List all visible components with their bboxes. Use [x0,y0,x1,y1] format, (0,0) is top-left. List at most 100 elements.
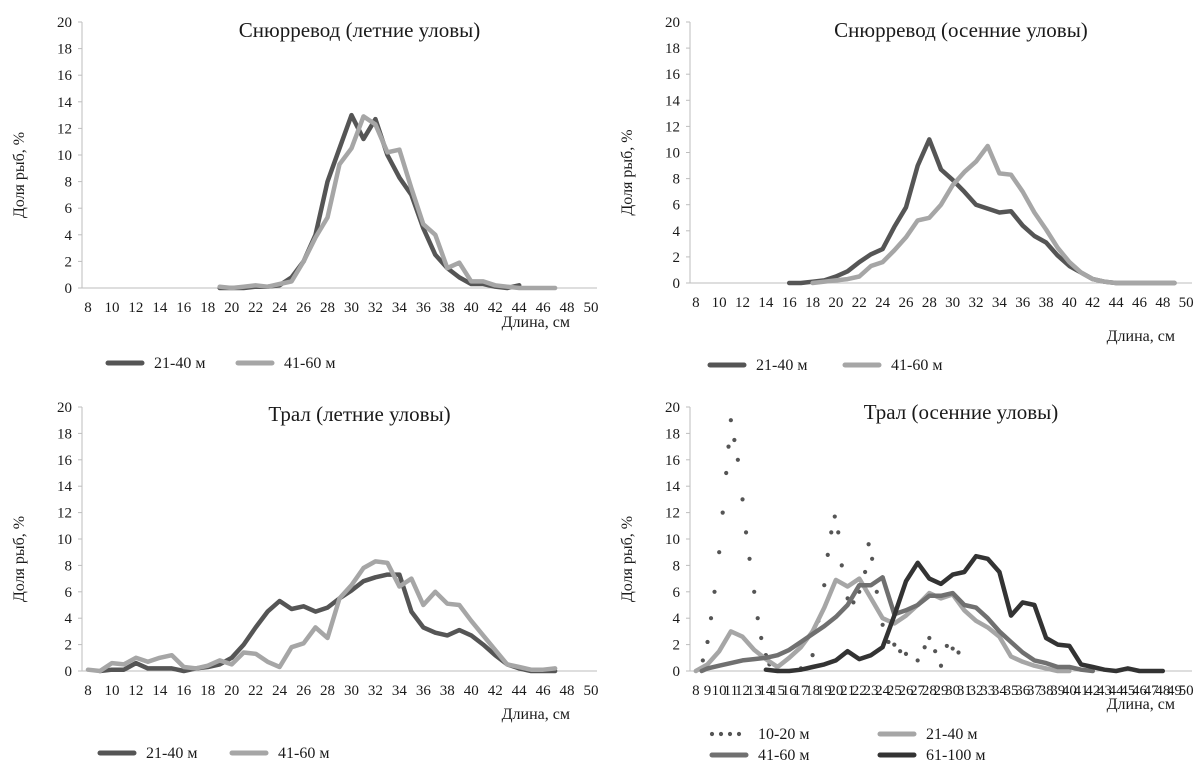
series-point [839,563,844,568]
x-tick-label: 8 [692,295,700,311]
x-tick-label: 12 [128,683,143,699]
x-tick-label: 31 [957,683,972,699]
series-point [903,651,909,656]
x-tick-label: 32 [368,683,383,699]
series-point [822,583,827,588]
x-tick-label: 40 [1062,683,1077,699]
x-tick-label: 16 [176,683,192,699]
x-tick-label: 32 [969,295,984,311]
x-tick-label: 36 [416,683,432,699]
series-point [886,639,891,645]
y-tick-label: 14 [57,95,73,111]
x-tick-label: 16 [782,295,798,311]
x-tick-label: 44 [1109,295,1125,311]
x-tick-label: 34 [392,300,408,316]
x-tick-label: 8 [692,683,700,699]
x-tick-label: 38 [440,683,455,699]
x-tick-label: 10 [104,683,119,699]
series-point [832,514,837,519]
chart-title: Трал (осенние уловы) [864,400,1059,424]
y-tick-label: 6 [65,585,73,601]
x-tick-label: 34 [992,683,1008,699]
x-tick-label: 12 [735,683,750,699]
x-tick-label: 35 [1004,683,1019,699]
x-tick-label: 40 [464,683,479,699]
legend-label: 41-60 м [284,355,335,372]
x-tick-label: 44 [512,300,528,316]
legend-swatch [727,731,733,737]
series-point [735,457,740,462]
x-tick-label: 23 [863,683,878,699]
y-tick-label: 20 [57,400,72,416]
x-tick-label: 16 [782,683,798,699]
series-line [693,576,1072,674]
y-axis-title: Доля рыб, % [619,516,636,602]
x-tick-label: 25 [887,683,902,699]
x-tick-label: 10 [104,300,119,316]
x-tick-label: 28 [922,683,937,699]
x-tick-label: 8 [84,683,92,699]
y-tick-label: 14 [57,479,73,495]
series-line [786,137,1177,286]
y-tick-label: 20 [57,15,72,31]
series-line [763,553,1166,674]
x-tick-label: 43 [1097,683,1112,699]
x-tick-label: 38 [440,300,455,316]
series-point [933,649,938,654]
series-point [700,658,705,663]
series-point [717,550,722,555]
y-tick-label: 8 [673,558,681,574]
x-tick-label: 26 [898,683,914,699]
x-tick-label: 11 [724,683,738,699]
x-tick-label: 10 [712,683,727,699]
y-tick-label: 16 [57,68,73,84]
x-tick-label: 39 [1050,683,1065,699]
series-point [829,530,834,535]
x-tick-label: 18 [805,683,820,699]
y-tick-label: 12 [665,119,680,135]
series-point [922,645,927,650]
y-tick-label: 4 [65,228,73,244]
legend-label: 10-20 м [758,726,809,743]
x-tick-label: 50 [1179,295,1194,311]
y-tick-label: 16 [57,453,73,469]
series-point [927,635,932,641]
x-axis-title: Длина, см [1107,328,1175,345]
legend-label: 21-40 м [154,355,205,372]
x-tick-label: 30 [344,300,359,316]
chart-title: Снюрревод (осенние уловы) [834,18,1088,42]
x-tick-label: 48 [1155,295,1170,311]
series-point [870,556,875,561]
x-tick-label: 15 [770,683,785,699]
x-tick-label: 48 [1155,683,1170,699]
series-line [85,559,558,674]
y-tick-label: 0 [65,281,73,297]
legend-label: 21-40 м [926,726,977,743]
x-tick-label: 28 [922,295,937,311]
y-tick-label: 0 [673,664,681,680]
y-tick-label: 8 [673,172,681,188]
x-tick-label: 18 [805,295,820,311]
legend-swatch [709,731,715,737]
x-tick-label: 48 [560,300,575,316]
y-tick-label: 6 [65,201,73,217]
x-tick-label: 40 [1062,295,1077,311]
series-point [866,542,871,547]
x-tick-label: 22 [852,683,867,699]
legend-label: 41-60 м [758,747,809,764]
series-point [720,510,725,515]
x-tick-label: 34 [392,683,408,699]
y-tick-label: 4 [673,611,681,627]
x-tick-label: 42 [488,683,503,699]
x-tick-label: 42 [1085,295,1100,311]
chart-title: Трал (летние уловы) [268,402,450,426]
x-tick-label: 18 [200,683,215,699]
y-tick-label: 2 [673,638,681,654]
series-point [863,569,868,575]
y-tick-label: 4 [65,611,73,627]
y-tick-label: 16 [665,453,681,469]
series-point [836,530,841,535]
x-tick-label: 30 [945,683,960,699]
y-tick-label: 20 [665,400,680,416]
